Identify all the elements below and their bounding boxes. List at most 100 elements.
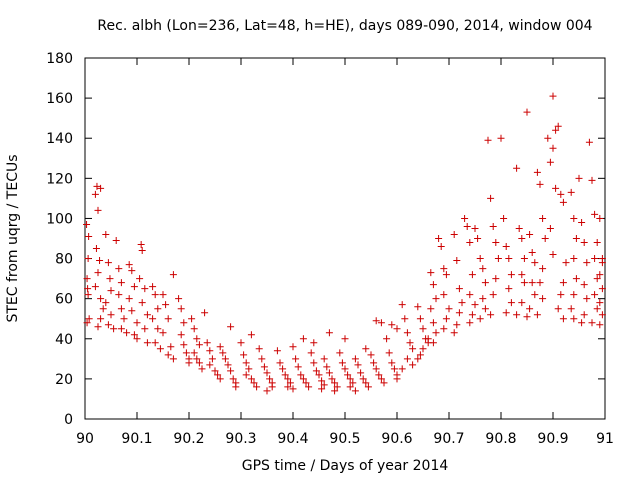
data-point (294, 363, 302, 371)
data-point (362, 379, 370, 387)
data-point (359, 375, 367, 383)
data-point (544, 134, 552, 142)
data-point (102, 230, 110, 238)
data-point (364, 383, 372, 391)
data-point (216, 343, 224, 351)
data-point (406, 339, 414, 347)
x-tick-label: 90.2 (173, 431, 204, 447)
data-point (310, 359, 318, 367)
data-point (237, 339, 245, 347)
data-point (167, 343, 175, 351)
data-point (479, 265, 487, 273)
data-point (227, 367, 235, 375)
y-tick-label: 40 (55, 332, 73, 348)
data-point (557, 190, 565, 198)
data-point (383, 335, 391, 343)
data-point (409, 345, 417, 353)
data-point (372, 317, 380, 325)
data-point (97, 184, 105, 192)
y-axis-title: STEC from uqrg / TECUs (5, 154, 21, 322)
data-point (85, 232, 93, 240)
data-point (507, 271, 515, 279)
x-tick-label: 90.6 (381, 431, 412, 447)
data-point (357, 369, 365, 377)
data-point (546, 158, 554, 166)
data-point (97, 295, 105, 303)
data-point (208, 355, 216, 363)
data-point (520, 255, 528, 263)
data-point (177, 305, 185, 313)
data-point (216, 375, 224, 383)
data-point (104, 321, 112, 329)
data-point (549, 251, 557, 259)
data-point (346, 375, 354, 383)
data-point (143, 311, 151, 319)
y-axis: 0 20 40 60 80 100 120 140 160 180 (46, 51, 605, 428)
data-point (570, 291, 578, 299)
data-point (351, 387, 359, 395)
data-point (497, 134, 505, 142)
data-point (305, 383, 313, 391)
data-point (93, 182, 101, 190)
data-point (331, 387, 339, 395)
x-tick-label: 90.1 (121, 431, 152, 447)
data-point (180, 319, 188, 327)
data-point (541, 235, 549, 242)
data-point (578, 218, 586, 226)
data-point (141, 285, 149, 293)
y-tick-label: 20 (55, 372, 73, 388)
data-point (461, 214, 469, 222)
data-point (515, 224, 523, 232)
data-point (164, 315, 172, 323)
data-point (341, 365, 349, 373)
data-point (435, 235, 443, 242)
data-point (318, 385, 326, 393)
data-point (106, 275, 114, 283)
y-tick-label: 0 (64, 412, 73, 428)
data-point (286, 379, 294, 387)
data-point (137, 241, 145, 249)
data-point (117, 305, 125, 313)
data-point (320, 381, 328, 389)
data-point (107, 287, 115, 295)
data-point (593, 275, 601, 283)
data-point (489, 291, 497, 299)
data-point (136, 275, 144, 283)
data-point (151, 291, 159, 299)
data-point (351, 355, 359, 363)
data-point (188, 315, 196, 323)
data-point (580, 311, 588, 319)
data-point (539, 214, 547, 222)
data-point (554, 305, 562, 313)
data-point (115, 291, 123, 299)
data-point (591, 255, 599, 263)
data-point (539, 265, 547, 273)
data-point (442, 271, 450, 279)
data-point (549, 92, 557, 100)
data-point (588, 319, 596, 327)
data-point (143, 339, 151, 347)
data-point (557, 291, 565, 299)
data-point (390, 365, 398, 373)
data-point (211, 367, 219, 375)
data-point (110, 325, 118, 333)
data-point (255, 345, 263, 353)
data-point (502, 309, 510, 317)
data-point (427, 269, 435, 277)
data-point (344, 371, 352, 379)
data-point (198, 365, 206, 373)
data-point (250, 379, 258, 387)
data-point (377, 375, 385, 383)
data-point (276, 359, 284, 367)
y-tick-label: 100 (46, 211, 73, 227)
data-point (572, 235, 580, 242)
data-point (559, 198, 567, 206)
data-point (372, 365, 380, 373)
data-point (570, 315, 578, 323)
data-point (307, 349, 315, 357)
data-point (523, 313, 531, 321)
data-point (414, 355, 422, 363)
data-point (468, 311, 476, 319)
data-point (180, 341, 188, 349)
